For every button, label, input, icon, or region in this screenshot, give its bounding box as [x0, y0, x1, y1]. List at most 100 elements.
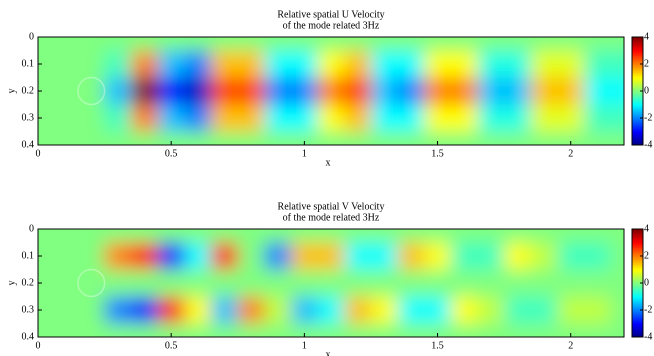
colorbar-swatch: [632, 277, 643, 281]
colorbar-swatch: [632, 313, 643, 316]
colorbar-swatch: [632, 133, 643, 136]
heatmap-cell: [557, 269, 585, 297]
y-tick-label: 0.4: [22, 139, 35, 150]
colorbar-swatch: [632, 45, 643, 48]
heatmap-cell: [530, 242, 558, 270]
y-tick-label: 0.3: [22, 304, 35, 315]
heatmap-cell: [237, 269, 265, 297]
colorbar-swatch: [632, 264, 643, 267]
colorbar-tick-label: 2: [644, 58, 649, 69]
colorbar-swatch: [632, 65, 643, 68]
heatmap-cell: [504, 296, 531, 324]
colorbar-swatch: [632, 259, 643, 262]
heatmap-cell: [477, 296, 505, 324]
colorbar-swatch: [632, 304, 643, 308]
heatmap-cell: [77, 77, 105, 105]
heatmap-cell: [291, 50, 318, 78]
colorbar-swatch: [632, 80, 643, 84]
heatmap-cell: [264, 50, 292, 78]
colorbar-swatch: [632, 286, 643, 289]
heatmap-cell: [237, 242, 265, 270]
colorbar-tick-label: -2: [644, 304, 652, 315]
colorbar-tick-label: -4: [644, 331, 652, 342]
heatmap-cell: [317, 269, 345, 297]
colorbar-swatch: [632, 53, 643, 57]
colorbar-swatch: [632, 38, 643, 41]
heatmap-cell: [557, 50, 585, 78]
heatmap-cell: [344, 50, 371, 78]
heatmap-cell: [504, 242, 531, 270]
colorbar-swatch: [632, 58, 643, 62]
colorbar-swatch: [632, 79, 643, 82]
heatmap-cell: [237, 104, 265, 132]
colorbar-swatch: [632, 89, 643, 92]
heatmap-cell: [104, 50, 132, 78]
colorbar-swatch: [632, 291, 643, 294]
heatmap-cell: [131, 269, 158, 297]
heatmap-cell: [370, 296, 398, 324]
heatmap-cell: [397, 296, 425, 324]
heatmap-cell: [317, 77, 345, 105]
colorbar-swatch: [632, 242, 643, 245]
colorbar-swatch: [632, 269, 643, 272]
colorbar-swatch: [632, 310, 643, 313]
heatmap-cell: [77, 296, 105, 324]
colorbar-swatch: [632, 283, 643, 286]
heatmap-cell: [104, 242, 132, 270]
heatmap-cell: [264, 296, 292, 324]
heatmap-cell: [104, 77, 132, 105]
colorbar-swatch: [632, 72, 643, 75]
colorbar-swatch: [632, 138, 643, 141]
colorbar-swatch: [632, 43, 643, 46]
colorbar-swatch: [632, 325, 643, 328]
colorbar-swatch: [632, 299, 643, 303]
heatmap-cell: [610, 296, 624, 324]
colorbar-swatch: [632, 109, 643, 112]
x-tick-label: 1: [302, 340, 307, 351]
heatmap-cell: [104, 104, 132, 132]
x-tick-label: 0: [36, 148, 41, 159]
colorbar-swatch: [632, 288, 643, 291]
heatmap-cell: [77, 242, 105, 270]
colorbar-swatch: [632, 37, 643, 40]
heatmap-cell: [264, 242, 292, 270]
chart-title: of the mode related 3Hz: [283, 212, 380, 223]
heatmap-cell: [370, 242, 398, 270]
colorbar-swatch: [632, 94, 643, 97]
heatmap-cell: [38, 269, 52, 297]
colorbar-swatch: [632, 124, 643, 127]
colorbar-swatch: [632, 118, 643, 121]
heatmap-cell: [397, 104, 425, 132]
colorbar-swatch: [632, 276, 643, 279]
heatmap-cell: [184, 242, 212, 270]
y-tick-label: 0.2: [22, 277, 35, 288]
colorbar-swatch: [632, 247, 643, 250]
heatmap-cell: [131, 242, 158, 270]
heatmap-cell: [610, 50, 624, 78]
colorbar-swatch: [632, 92, 643, 95]
heatmap-field: [38, 37, 624, 145]
colorbar-swatch: [632, 320, 643, 323]
x-tick-label: 0: [36, 340, 41, 351]
y-tick-label: 0.4: [22, 331, 35, 342]
colorbar-swatch: [632, 240, 643, 243]
colorbar-swatch: [632, 104, 643, 107]
colorbar-swatch: [632, 116, 643, 119]
colorbar-swatch: [632, 52, 643, 55]
heatmap-cell: [51, 242, 78, 270]
colorbar-swatch: [632, 82, 643, 85]
y-tick-label: 0.3: [22, 112, 35, 123]
heatmap-cell: [51, 77, 78, 105]
cylinder: [77, 268, 106, 298]
heatmap-cell: [557, 104, 585, 132]
colorbar-swatch: [632, 279, 643, 282]
colorbar-swatch: [632, 40, 643, 43]
chart-title: of the mode related 3Hz: [283, 20, 380, 31]
colorbar-tick-label: -2: [644, 112, 652, 123]
colorbar-swatch: [632, 321, 643, 324]
heatmap-cell: [584, 242, 611, 270]
colorbar-swatch: [632, 139, 643, 143]
colorbar-swatch: [632, 60, 643, 63]
heatmap-cell: [184, 269, 212, 297]
heatmap-cell: [317, 50, 345, 78]
